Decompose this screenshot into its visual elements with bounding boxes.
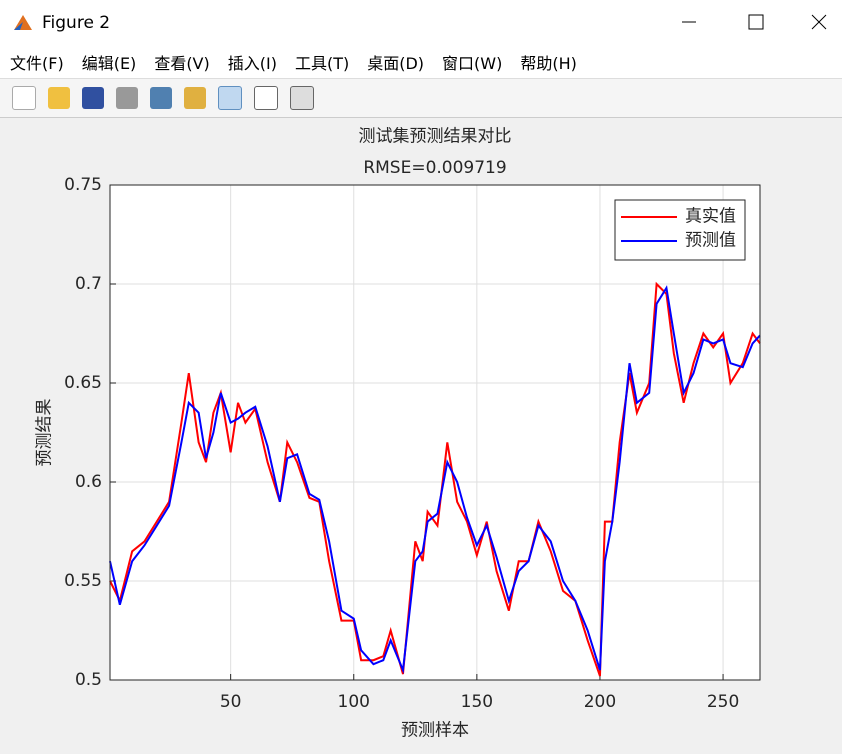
plot-area	[110, 185, 760, 680]
tool-open[interactable]	[48, 87, 70, 109]
menu-item[interactable]: 桌面(D)	[367, 53, 425, 73]
y-tick-label: 0.55	[64, 571, 102, 591]
tool-new[interactable]	[12, 86, 36, 110]
title-bar: Figure 2	[0, 0, 842, 45]
axes-box	[109, 184, 761, 681]
legend-label: 预测值	[685, 231, 736, 251]
x-tick-label: 50	[220, 692, 242, 712]
window-title: Figure 2	[42, 12, 111, 33]
menu-bar: 文件(F) 编辑(E) 查看(V) 插入(I) 工具(T) 桌面(D) 窗口(W) 帮助(H)	[0, 45, 842, 78]
x-axis-label: 预测样本	[401, 721, 469, 741]
x-tick-label: 250	[707, 692, 739, 712]
app-icon	[14, 14, 32, 30]
tool-pointer[interactable]	[254, 86, 278, 110]
tool-link[interactable]	[150, 87, 172, 109]
tool-colorbar[interactable]	[184, 87, 206, 109]
y-tick-label: 0.65	[64, 373, 102, 393]
y-axis-label: 预测结果	[35, 399, 55, 467]
menu-item[interactable]: 查看(V)	[154, 53, 210, 73]
tool-legend[interactable]	[218, 86, 242, 110]
chart: 0.5 0.55 0.6 0.65 0.7 0.75 50 100 150 200 250 测试集预测…	[35, 127, 761, 741]
tool-save[interactable]	[82, 87, 104, 109]
legend-box	[614, 199, 746, 261]
data-line	[109, 285, 761, 675]
y-tick-label: 0.75	[64, 175, 102, 195]
menu-item[interactable]: 文件(F)	[10, 53, 64, 73]
y-tick-label: 0.7	[75, 274, 102, 294]
legend-label: 真实值	[685, 207, 736, 227]
x-tick-label: 100	[338, 692, 370, 712]
menu-item[interactable]: 插入(I)	[227, 53, 277, 73]
x-tick-label: 150	[461, 692, 493, 712]
x-tick-label: 200	[584, 692, 616, 712]
tool-property[interactable]	[290, 86, 314, 110]
y-tick-label: 0.5	[75, 670, 102, 690]
menu-item[interactable]: 工具(T)	[294, 53, 350, 73]
y-tick-label: 0.6	[75, 472, 102, 492]
chart-subtitle: RMSE=0.009719	[363, 158, 506, 178]
menu-item[interactable]: 窗口(W)	[442, 53, 503, 73]
menu-item[interactable]: 帮助(H)	[520, 53, 577, 73]
chart-title: 测试集预测结果对比	[359, 127, 512, 147]
window-controls[interactable]	[662, 0, 842, 45]
menu-item[interactable]: 编辑(E)	[81, 53, 137, 73]
tool-print[interactable]	[116, 87, 138, 109]
toolbar	[0, 78, 842, 118]
